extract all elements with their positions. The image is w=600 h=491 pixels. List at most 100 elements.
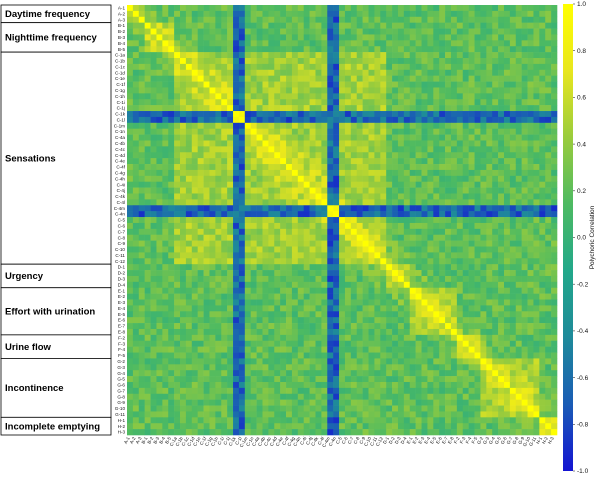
heatmap-cell — [344, 376, 352, 383]
heatmap-cell — [468, 40, 475, 47]
heatmap-cell — [521, 222, 528, 230]
heatmap-cell — [539, 393, 546, 400]
heatmap-cell — [421, 93, 428, 100]
heatmap-cell — [492, 40, 499, 47]
heatmap-cell — [156, 87, 163, 94]
heatmap-cell — [409, 211, 416, 218]
heatmap-cell — [180, 264, 187, 271]
heatmap-cell — [333, 305, 340, 312]
heatmap-cell — [433, 134, 440, 141]
heatmap-cell — [439, 99, 446, 106]
heatmap-cell — [397, 164, 405, 171]
heatmap-cell — [415, 46, 422, 53]
heatmap-cell — [233, 181, 240, 188]
heatmap-cell — [533, 211, 540, 218]
heatmap-cell — [244, 181, 251, 188]
heatmap-cell — [144, 281, 151, 289]
heatmap-cell — [191, 393, 198, 400]
heatmap-cell — [132, 122, 140, 129]
heatmap-cell — [168, 87, 175, 94]
heatmap-cell — [268, 52, 275, 59]
heatmap-cell — [309, 228, 316, 236]
heatmap-cell — [445, 146, 452, 153]
heatmap-cell — [174, 305, 181, 312]
heatmap-cell — [162, 234, 169, 241]
heatmap-cell — [127, 16, 134, 23]
heatmap-cell — [521, 81, 528, 88]
heatmap-cell — [327, 22, 334, 29]
heatmap-cell — [262, 281, 269, 289]
heatmap-cell — [386, 146, 393, 153]
heatmap-cell — [521, 387, 528, 395]
heatmap-cell — [533, 40, 540, 47]
heatmap-cell — [286, 81, 293, 88]
heatmap-cell — [539, 258, 546, 265]
heatmap-cell — [256, 264, 263, 271]
heatmap-cell — [527, 258, 534, 265]
heatmap-cell — [321, 228, 328, 236]
heatmap-cell — [462, 258, 469, 265]
heatmap-cell — [333, 93, 340, 100]
heatmap-cell — [238, 158, 246, 165]
heatmap-cell — [539, 93, 546, 100]
heatmap-cell — [474, 211, 481, 218]
heatmap-cell — [191, 281, 198, 289]
heatmap-cell — [250, 69, 257, 76]
heatmap-cell — [427, 299, 434, 306]
heatmap-cell — [327, 122, 334, 129]
heatmap-cell — [350, 75, 358, 82]
heatmap-cell — [433, 234, 440, 241]
heatmap-cell — [203, 93, 210, 100]
heatmap-cell — [474, 181, 481, 188]
heatmap-cell — [392, 40, 399, 47]
heatmap-cell — [191, 311, 198, 318]
heatmap-cell — [256, 93, 263, 100]
heatmap-cell — [503, 75, 511, 82]
heatmap-cell — [421, 152, 428, 159]
heatmap-cell — [533, 340, 540, 347]
heatmap-cell — [262, 111, 269, 118]
heatmap-cell — [380, 34, 387, 41]
heatmap-cell — [227, 323, 234, 330]
heatmap-cell — [197, 111, 204, 118]
heatmap-cell — [339, 381, 346, 389]
heatmap-cell — [297, 258, 305, 265]
heatmap-cell — [421, 105, 428, 112]
heatmap-cell — [445, 5, 452, 12]
heatmap-cell — [533, 293, 540, 300]
heatmap-cell — [386, 140, 393, 147]
heatmap-cell — [333, 281, 340, 289]
heatmap-cell — [303, 311, 310, 318]
heatmap-cell — [486, 387, 493, 395]
heatmap-cell — [174, 405, 181, 412]
heatmap-cell — [197, 381, 204, 389]
heatmap-cell — [433, 75, 440, 82]
heatmap-cell — [168, 193, 175, 200]
heatmap-cell — [291, 169, 299, 177]
heatmap-cell — [244, 111, 251, 118]
heatmap-cell — [303, 169, 310, 177]
heatmap-cell — [150, 175, 157, 183]
heatmap-cell — [221, 193, 228, 200]
heatmap-cell — [185, 275, 193, 283]
heatmap-cell — [439, 169, 446, 177]
heatmap-cell — [262, 234, 269, 241]
heatmap-cell — [480, 81, 487, 88]
heatmap-cell — [309, 46, 316, 53]
heatmap-cell — [527, 52, 534, 59]
heatmap-cell — [227, 75, 234, 82]
heatmap-cell — [350, 334, 358, 342]
heatmap-cell — [527, 222, 534, 230]
heatmap-cell — [533, 217, 540, 224]
heatmap-cell — [368, 228, 375, 236]
heatmap-cell — [433, 140, 440, 147]
heatmap-cell — [150, 34, 157, 41]
heatmap-cell — [415, 158, 422, 165]
heatmap-cell — [403, 228, 411, 236]
heatmap-cell — [533, 328, 540, 336]
heatmap-cell — [191, 323, 198, 330]
heatmap-cell — [197, 352, 204, 359]
heatmap-cell — [427, 116, 434, 124]
heatmap-cell — [515, 228, 522, 236]
heatmap-cell — [127, 146, 134, 153]
